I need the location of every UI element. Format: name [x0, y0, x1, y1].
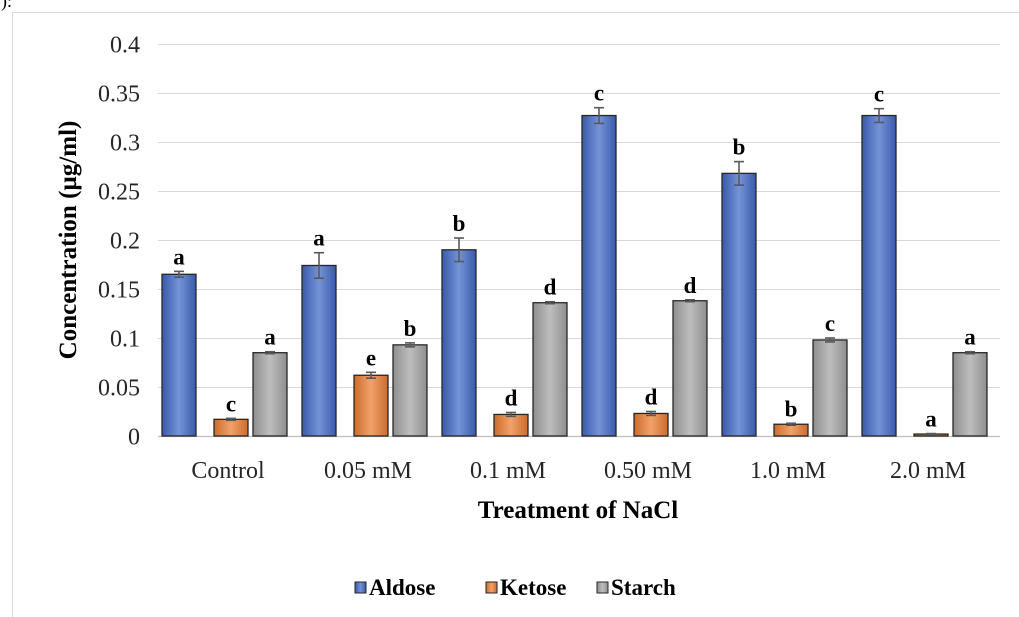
x-category-label: 0.50 mM [604, 458, 692, 484]
significance-letter: c [874, 82, 884, 107]
legend-item-starch: Starch [596, 575, 676, 600]
significance-letter: d [544, 275, 557, 300]
bar-starch-1-0-mm [812, 339, 848, 437]
y-tick-label: 0.25 [98, 180, 140, 206]
legend-label-aldose: Aldose [369, 575, 435, 600]
x-category-label: 1.0 mM [750, 458, 826, 484]
significance-letter: d [645, 385, 658, 410]
error-bar [825, 337, 835, 343]
x-axis-title: Treatment of NaCl [478, 497, 678, 524]
y-tick-label: 0 [128, 425, 140, 451]
x-category-label: 0.1 mM [470, 458, 546, 484]
error-bar [545, 300, 555, 305]
y-tick-label: 0.2 [110, 229, 140, 255]
y-axis-tick-labels: 0 0.05 0.1 0.15 0.2 0.25 0.3 0.35 0.4 [98, 33, 140, 451]
bar-aldose-0-1-mm [441, 249, 477, 437]
legend-item-aldose: Aldose [354, 575, 435, 600]
chart-frame [12, 12, 1019, 617]
significance-letter: a [925, 407, 937, 432]
significance-letter: c [226, 391, 236, 416]
bar-aldose-2-0-mm [861, 114, 897, 437]
significance-letter: d [505, 385, 518, 410]
bar-starch-0-50-mm [672, 300, 708, 437]
y-tick-label: 0.35 [98, 82, 140, 108]
legend-item-ketose: Ketose [485, 575, 566, 600]
error-bar [506, 411, 516, 418]
bars [161, 114, 988, 437]
error-bar [594, 106, 604, 125]
error-bar [926, 432, 936, 436]
bar-starch-0-05-mm [392, 344, 428, 437]
bar-ketose-control [213, 418, 249, 437]
error-bar [366, 371, 376, 379]
error-bar [874, 107, 884, 124]
significance-letter: b [404, 316, 417, 341]
x-category-label: Control [191, 458, 265, 484]
error-bar [405, 342, 415, 348]
legend-swatch-starch [596, 581, 609, 594]
error-bar [734, 160, 744, 186]
bar-ketose-0-50-mm [633, 412, 669, 437]
y-tick-label: 0.15 [98, 278, 140, 304]
significance-letter: d [684, 273, 697, 298]
significance-letter: e [366, 345, 376, 370]
error-bar [786, 422, 796, 427]
x-category-label: 2.0 mM [890, 458, 966, 484]
significance-letter: a [964, 325, 976, 350]
error-bar [265, 350, 275, 355]
significance-letter: c [594, 81, 604, 106]
significance-letter: a [264, 325, 276, 350]
legend-swatch-ketose [485, 581, 498, 594]
legend-label-starch: Starch [611, 575, 676, 600]
error-bar [174, 270, 184, 279]
bar-ketose-0-05-mm [353, 374, 389, 437]
legend: Aldose Ketose Starch [354, 575, 676, 600]
bar-aldose-control [161, 273, 197, 437]
error-bar [646, 410, 656, 417]
y-tick-label: 0.05 [98, 376, 140, 402]
bar-starch-control [252, 352, 288, 437]
bar-starch-2-0-mm [952, 352, 988, 437]
significance-letter: b [453, 211, 466, 236]
significance-letter: b [785, 396, 798, 421]
gridlines [158, 44, 1000, 438]
bar-starch-0-1-mm [532, 302, 568, 437]
x-category-label: 0.05 mM [324, 458, 412, 484]
error-bar [965, 350, 975, 355]
y-tick-label: 0.1 [110, 327, 140, 353]
error-bar [314, 251, 324, 280]
bar-ketose-0-1-mm [493, 413, 529, 437]
error-bars [174, 106, 975, 436]
error-bar [226, 417, 236, 422]
significance-letter: a [313, 226, 325, 251]
significance-letter: b [733, 135, 746, 160]
error-bar [685, 298, 695, 303]
bar-aldose-0-50-mm [581, 114, 617, 437]
legend-label-ketose: Ketose [500, 575, 566, 600]
significance-letter: a [173, 244, 185, 269]
y-tick-label: 0.4 [110, 33, 140, 59]
significance-letters: a c a a e b b d d c d d b b c c a a [173, 81, 976, 432]
y-axis-title: Concentration (µg/ml) [55, 121, 82, 360]
error-bar [454, 237, 464, 263]
significance-letter: c [825, 311, 835, 336]
cropped-caption-fragment: ): [1, 0, 12, 11]
bar-aldose-1-0-mm [721, 172, 757, 437]
bar-aldose-0-05-mm [301, 264, 337, 437]
y-tick-label: 0.3 [110, 131, 140, 157]
x-axis-category-labels: Control 0.05 mM 0.1 mM 0.50 mM 1.0 mM 2.0 mM [191, 458, 966, 484]
legend-swatch-aldose [354, 581, 367, 594]
